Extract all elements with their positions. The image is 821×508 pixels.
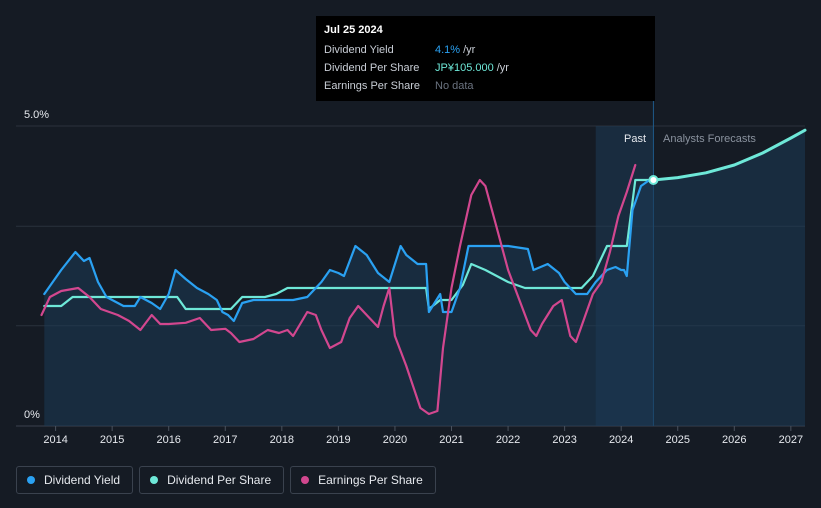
x-tick-label: 2027: [779, 434, 803, 446]
tooltip-row-dividend-yield: Dividend Yield 4.1% /yr: [324, 41, 647, 59]
dividend-per-share-forecast-line: [651, 128, 807, 182]
y-axis: 5.0% 0%: [24, 109, 49, 421]
tooltip-label: Earnings Per Share: [324, 80, 420, 92]
x-tick-label: 2024: [609, 434, 633, 446]
x-tick-label: 2019: [326, 434, 350, 446]
current-point-marker: [648, 175, 659, 185]
tooltip-row-dividend-per-share: Dividend Per Share JP¥105.000 /yr: [324, 59, 647, 77]
legend-dot-icon: [301, 476, 310, 484]
series-lines: [40, 128, 807, 416]
tooltip-row-earnings-per-share: Earnings Per Share No data: [324, 77, 647, 95]
tooltip-value: No data: [435, 80, 474, 92]
legend-label: Dividend Per Share: [167, 473, 272, 487]
area-fill: [44, 130, 806, 426]
dividend-yield-line: [43, 178, 655, 323]
dividend-per-share-line: [43, 178, 655, 311]
tooltip: Jul 25 2024 Dividend Yield 4.1% /yr Divi…: [316, 16, 655, 101]
legend-earnings-per-share[interactable]: Earnings Per Share: [290, 466, 436, 494]
x-tick-label: 2021: [439, 434, 463, 446]
tooltip-label: Dividend Per Share: [324, 62, 420, 74]
tooltip-label: Dividend Yield: [324, 44, 394, 56]
x-tick-label: 2020: [383, 434, 407, 446]
x-tick-label: 2025: [665, 434, 689, 446]
legend-label: Dividend Yield: [44, 473, 121, 487]
x-tick-label: 2017: [213, 434, 237, 446]
legend-label: Earnings Per Share: [318, 473, 423, 487]
dividend-yield-area: [44, 130, 806, 426]
x-tick-label: 2018: [270, 434, 294, 446]
tooltip-unit: /yr: [463, 44, 476, 56]
legend-dividend-per-share[interactable]: Dividend Per Share: [139, 466, 285, 494]
x-tick-label: 2014: [43, 434, 67, 446]
forecast-label: Analysts Forecasts: [663, 133, 756, 145]
legend-dot-icon: [27, 476, 35, 484]
legend-dot-icon: [150, 476, 159, 484]
x-tick-label: 2026: [722, 434, 746, 446]
hover-marker: [648, 175, 659, 185]
y-tick-label: 5.0%: [24, 109, 49, 121]
tooltip-value: JP¥105.000: [435, 62, 494, 74]
tooltip-unit: /yr: [496, 62, 509, 74]
y-tick-label: 0%: [24, 409, 40, 421]
legend: Dividend Yield Dividend Per Share Earnin…: [16, 466, 436, 494]
x-tick-label: 2015: [100, 434, 124, 446]
x-axis: 2014 2015 2016 2017 2018 2019 2020 2021 2022 2023…: [43, 426, 803, 446]
legend-dividend-yield[interactable]: Dividend Yield: [16, 466, 134, 494]
earnings-per-share-line: [40, 163, 637, 416]
x-tick-label: 2022: [496, 434, 520, 446]
tooltip-date: Jul 25 2024: [324, 24, 383, 36]
past-label: Past: [624, 133, 646, 145]
x-tick-label: 2016: [156, 434, 180, 446]
x-tick-label: 2023: [552, 434, 576, 446]
tooltip-value: 4.1%: [435, 44, 461, 56]
